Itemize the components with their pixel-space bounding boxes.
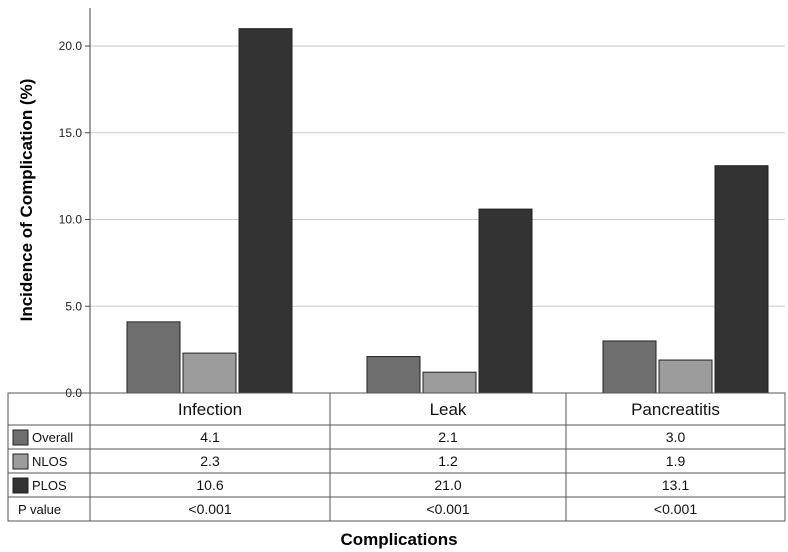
bar-overall-pancreatitis xyxy=(602,340,657,394)
bar-nlos-infection xyxy=(182,352,237,394)
y-tick-label: 10.0 xyxy=(59,213,83,227)
bar-plos-leak xyxy=(478,208,533,394)
y-axis: 0.05.010.015.020.0 xyxy=(59,8,91,400)
pvalue-cell: <0.001 xyxy=(654,501,697,517)
legend-swatch xyxy=(12,429,29,446)
data-label: 1.9 xyxy=(666,453,686,469)
legend-swatch xyxy=(12,477,29,494)
data-table: Infection Leak Pancreatitis Overall 4.1 2.1 3.… xyxy=(7,392,786,522)
y-axis-label: Incidence of Complication (%) xyxy=(17,79,36,322)
bars xyxy=(126,28,769,394)
x-axis-label: Complications xyxy=(340,530,457,549)
bar-nlos-pancreatitis xyxy=(658,359,713,394)
y-tick-label: 20.0 xyxy=(59,39,83,53)
pvalue-cell: <0.001 xyxy=(426,501,469,517)
pvalue-cell: <0.001 xyxy=(188,501,231,517)
gridlines xyxy=(90,45,785,307)
legend-swatch xyxy=(12,453,29,470)
bar-overall-leak xyxy=(366,356,421,394)
legend-label: Overall xyxy=(32,430,73,445)
data-label: 4.1 xyxy=(200,429,220,445)
data-label: 1.2 xyxy=(438,453,458,469)
bar-plos-infection xyxy=(238,28,293,394)
data-label: 2.1 xyxy=(438,429,458,445)
pvalue-label: P value xyxy=(18,502,61,517)
y-tick-label: 15.0 xyxy=(59,126,83,140)
data-label: 21.0 xyxy=(434,477,461,493)
bar-plos-pancreatitis xyxy=(714,165,769,394)
y-tick-label: 5.0 xyxy=(65,299,82,313)
bar-nlos-leak xyxy=(422,371,477,394)
legend-label: NLOS xyxy=(32,454,68,469)
data-label: 13.1 xyxy=(662,477,689,493)
data-label: 3.0 xyxy=(666,429,686,445)
category-label: Leak xyxy=(430,400,467,419)
category-label: Infection xyxy=(178,400,242,419)
legend-label: PLOS xyxy=(32,478,67,493)
data-label: 2.3 xyxy=(200,453,220,469)
table-border xyxy=(7,392,786,522)
category-label: Pancreatitis xyxy=(631,400,720,419)
data-label: 10.6 xyxy=(196,477,223,493)
bar-overall-infection xyxy=(126,321,181,394)
